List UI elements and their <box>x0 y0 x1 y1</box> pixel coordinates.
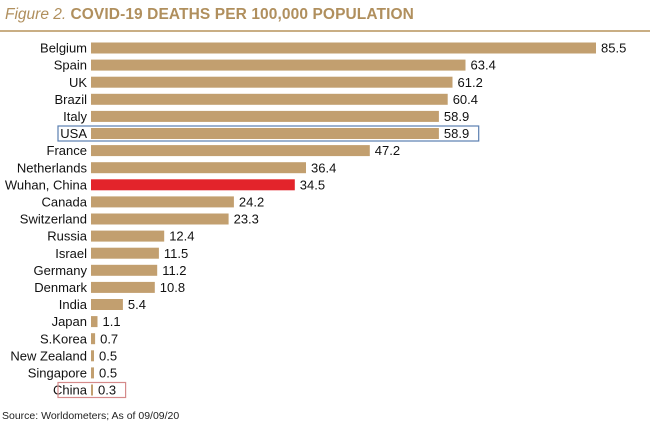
source-note: Source: Worldometers; As of 09/09/20 <box>2 410 180 422</box>
highlight-box-china <box>57 381 127 399</box>
figure-title: Figure 2. COVID-19 DEATHS PER 100,000 PO… <box>5 6 414 24</box>
bar-new-zealand <box>91 350 94 362</box>
value-label-usa: 58.9 <box>444 126 469 141</box>
value-label-china: 0.3 <box>98 383 116 398</box>
category-label-new-zealand: New Zealand <box>10 348 87 363</box>
category-label-uk: UK <box>69 75 87 90</box>
category-label-usa: USA <box>60 126 87 141</box>
chart-title: COVID-19 DEATHS PER 100,000 POPULATION <box>70 6 414 23</box>
category-label-belgium: Belgium <box>40 41 87 56</box>
value-label-italy: 58.9 <box>444 109 469 124</box>
value-label-india: 5.4 <box>128 297 146 312</box>
value-label-switzerland: 23.3 <box>234 212 259 227</box>
category-label-spain: Spain <box>54 58 87 73</box>
value-label-israel: 11.5 <box>164 246 188 261</box>
category-label-brazil: Brazil <box>54 92 87 107</box>
bar-usa <box>91 128 439 139</box>
category-label-russia: Russia <box>47 229 88 244</box>
value-label-wuhan-china: 34.5 <box>300 177 325 192</box>
bar-uk <box>91 76 453 88</box>
bar-canada <box>91 196 234 208</box>
value-label-japan: 1.1 <box>103 314 121 329</box>
category-label-italy: Italy <box>63 109 87 124</box>
value-label-france: 47.2 <box>375 143 400 158</box>
bar-france <box>91 145 370 157</box>
value-label-canada: 24.2 <box>239 195 264 210</box>
bar-spain <box>91 59 466 71</box>
bar-singapore <box>91 367 94 379</box>
bar-belgium <box>91 42 596 54</box>
bar-denmark <box>91 281 155 293</box>
value-label-denmark: 10.8 <box>160 280 185 295</box>
category-label-canada: Canada <box>41 195 87 210</box>
category-label-india: India <box>59 297 88 312</box>
category-label-japan: Japan <box>52 314 87 329</box>
category-label-germany: Germany <box>34 263 88 278</box>
value-label-germany: 11.2 <box>162 263 186 278</box>
category-label-wuhan-china: Wuhan, China <box>5 177 88 192</box>
category-label-denmark: Denmark <box>34 280 87 295</box>
bar-chart: Belgium 85.5 Spain 63.4 UK 61.2 Brazil 60.4 Ital… <box>5 41 626 399</box>
bar-russia <box>91 230 165 242</box>
bar-brazil <box>91 93 448 105</box>
category-label-singapore: Singapore <box>28 366 87 381</box>
category-label-s-korea: S.Korea <box>40 331 88 346</box>
value-label-russia: 12.4 <box>169 229 194 244</box>
category-label-netherlands: Netherlands <box>17 160 88 175</box>
figure-label: Figure 2. <box>5 6 67 23</box>
value-label-new-zealand: 0.5 <box>99 348 117 363</box>
highlight-box-usa <box>57 125 480 142</box>
bar-israel <box>91 247 159 259</box>
value-label-s-korea: 0.7 <box>100 331 118 346</box>
bar-india <box>91 299 123 310</box>
value-label-brazil: 60.4 <box>453 92 478 107</box>
value-label-belgium: 85.5 <box>601 41 626 56</box>
bar-china <box>91 384 93 396</box>
value-label-uk: 61.2 <box>458 75 483 90</box>
title-divider <box>0 30 650 32</box>
bar-s-korea <box>91 333 96 345</box>
value-label-singapore: 0.5 <box>99 366 117 381</box>
bar-wuhan-china <box>91 179 295 191</box>
bar-switzerland <box>91 213 229 225</box>
value-label-spain: 63.4 <box>471 58 496 73</box>
bar-netherlands <box>91 162 306 174</box>
bar-italy <box>91 110 439 122</box>
category-label-switzerland: Switzerland <box>20 212 87 227</box>
value-label-netherlands: 36.4 <box>311 160 336 175</box>
bar-japan <box>91 316 98 328</box>
category-label-israel: Israel <box>55 246 87 261</box>
bar-germany <box>91 264 158 276</box>
category-label-france: France <box>47 143 87 158</box>
category-label-china: China <box>53 383 88 398</box>
